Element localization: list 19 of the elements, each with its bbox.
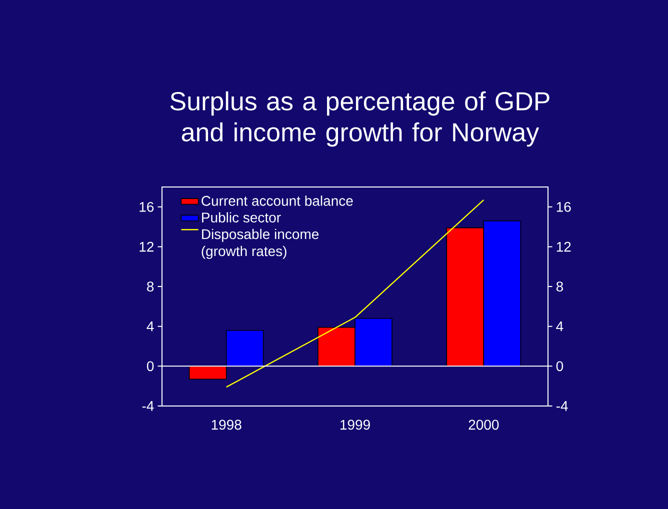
- y-tick-label: 4: [146, 322, 154, 332]
- y2-tick-label: 4: [556, 322, 564, 332]
- y-tick-label: 0: [146, 361, 154, 372]
- x-tick-label: 1998: [212, 420, 242, 430]
- x-tick-label: 1999: [340, 420, 370, 430]
- legend-label: Current account balance: [202, 196, 353, 206]
- chart-title: Surplus as a percentage of GDP and income growth for Norway: [170, 91, 550, 147]
- y-tick-label: -4: [142, 401, 154, 411]
- y2-tick-label: 8: [556, 282, 563, 292]
- y2-tick-label: -4: [556, 401, 568, 411]
- legend-label: Public sector: [202, 212, 281, 223]
- y2-tick-label: 12: [556, 242, 571, 252]
- y-tick-label: 12: [140, 242, 154, 252]
- y2-tick-label: 16: [556, 202, 571, 212]
- x-tick-label: 2000: [468, 420, 499, 430]
- y2-tick-label: 0: [556, 361, 564, 372]
- y-tick-label: 16: [140, 202, 154, 212]
- legend-label: Disposable income (growth rates): [202, 228, 319, 259]
- y-tick-label: 8: [147, 282, 154, 292]
